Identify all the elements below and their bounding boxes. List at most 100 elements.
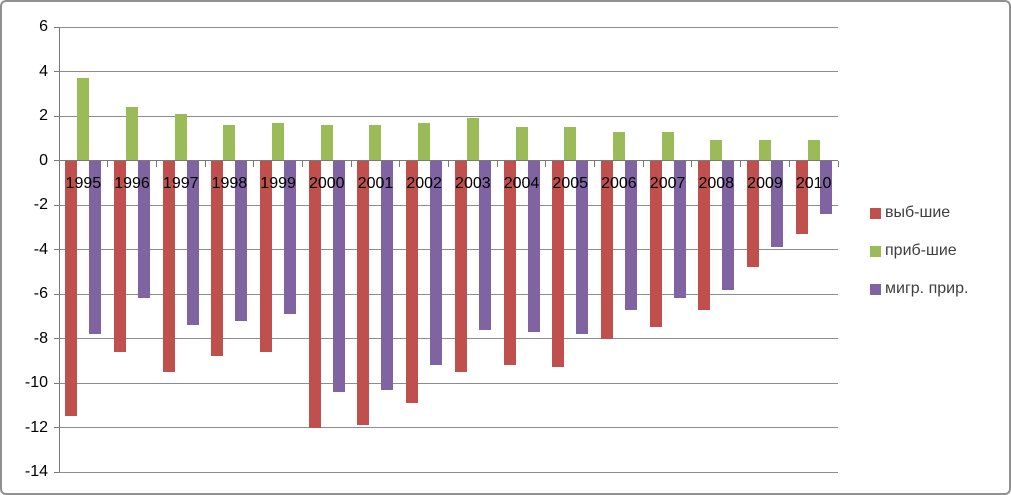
bar-vyb-shie-2004 xyxy=(503,160,516,366)
x-tick-label-2004: 2004 xyxy=(503,175,540,192)
gridline-y-8 xyxy=(59,338,838,339)
bar-prib-shie-1999 xyxy=(272,122,285,161)
bar-migr-prir-1995 xyxy=(89,160,102,335)
x-tick-mark xyxy=(155,160,157,167)
x-tick-mark xyxy=(545,160,547,167)
x-tick-label-1998: 1998 xyxy=(211,175,248,192)
bar-vyb-shie-1996 xyxy=(114,160,127,352)
x-tick-mark xyxy=(399,160,401,167)
x-tick-mark xyxy=(740,160,742,167)
bar-vyb-shie-2010 xyxy=(795,160,808,234)
x-tick-label-1995: 1995 xyxy=(65,175,102,192)
y-tick-mark xyxy=(54,204,59,206)
bar-vyb-shie-2005 xyxy=(552,160,565,368)
bar-migr-prir-2001 xyxy=(381,160,394,390)
y-tick-label: 4 xyxy=(39,62,48,80)
bar-vyb-shie-2006 xyxy=(600,160,613,339)
x-tick-mark xyxy=(837,160,839,167)
bar-vyb-shie-2002 xyxy=(406,160,419,404)
x-tick-label-2001: 2001 xyxy=(357,175,394,192)
bar-migr-prir-2005 xyxy=(576,160,589,335)
gridline-y-12 xyxy=(59,427,838,428)
y-tick-label: 6 xyxy=(39,18,48,35)
bar-prib-shie-2008 xyxy=(710,140,723,161)
x-tick-label-2002: 2002 xyxy=(406,175,442,192)
y-tick-label: -6 xyxy=(33,285,48,302)
bar-vyb-shie-2007 xyxy=(649,160,662,328)
x-tick-mark xyxy=(496,160,498,167)
bar-prib-shie-2001 xyxy=(369,124,382,161)
y-tick-mark xyxy=(54,338,59,339)
bar-prib-shie-2010 xyxy=(807,140,820,161)
x-tick-mark xyxy=(594,160,596,167)
gridline-y6 xyxy=(59,26,838,28)
bar-vyb-shie-1999 xyxy=(260,160,273,352)
bar-prib-shie-2003 xyxy=(466,118,479,161)
bar-prib-shie-2005 xyxy=(564,127,577,161)
x-tick-mark xyxy=(204,160,206,167)
bar-migr-prir-1999 xyxy=(284,160,297,315)
bar-vyb-shie-2001 xyxy=(357,160,370,426)
x-tick-mark xyxy=(448,160,449,167)
bar-migr-prir-2004 xyxy=(527,160,540,332)
bar-migr-prir-2007 xyxy=(673,160,686,299)
bar-prib-shie-2009 xyxy=(758,140,771,161)
bar-vyb-shie-2000 xyxy=(308,160,321,428)
bar-prib-shie-1998 xyxy=(223,124,236,161)
bar-migr-prir-1998 xyxy=(235,160,248,321)
x-tick-mark xyxy=(107,160,109,167)
bar-prib-shie-2002 xyxy=(418,122,431,161)
y-tick-mark xyxy=(54,471,59,473)
y-tick-mark xyxy=(54,71,59,72)
bar-vyb-shie-2009 xyxy=(746,160,759,268)
gridline-y2 xyxy=(59,115,838,117)
y-tick-mark xyxy=(54,26,59,28)
y-tick-label: 0 xyxy=(39,151,48,169)
bar-vyb-shie-2003 xyxy=(454,160,467,372)
y-tick-label: -10 xyxy=(24,374,48,391)
bar-migr-prir-1996 xyxy=(138,160,151,299)
gridline-y-10 xyxy=(59,382,838,384)
x-tick-label-2009: 2009 xyxy=(747,175,783,192)
x-axis-line xyxy=(59,160,838,161)
y-tick-label: -2 xyxy=(33,196,48,213)
bar-migr-prir-2000 xyxy=(332,160,345,392)
y-tick-label: 2 xyxy=(39,107,48,124)
x-tick-label-2006: 2006 xyxy=(601,175,637,192)
x-tick-mark xyxy=(642,160,644,167)
y-tick-label: -4 xyxy=(33,240,48,258)
bar-migr-prir-2010 xyxy=(819,160,832,214)
x-tick-label-1999: 1999 xyxy=(260,175,296,192)
x-tick-mark xyxy=(691,160,693,167)
x-tick-label-2003: 2003 xyxy=(455,175,491,192)
bar-migr-prir-2006 xyxy=(624,160,637,310)
bar-prib-shie-1997 xyxy=(174,113,187,161)
x-tick-label-2000: 2000 xyxy=(308,175,345,192)
gridline-y-4 xyxy=(59,249,838,250)
x-tick-label-2005: 2005 xyxy=(552,175,589,192)
x-tick-label-1997: 1997 xyxy=(162,175,199,192)
bar-migr-prir-2008 xyxy=(722,160,735,290)
x-tick-label-2008: 2008 xyxy=(698,175,735,192)
y-tick-mark xyxy=(54,115,59,117)
bar-migr-prir-2003 xyxy=(478,160,491,330)
y-tick-mark xyxy=(54,293,59,295)
y-tick-mark xyxy=(54,382,59,384)
bar-migr-prir-2002 xyxy=(430,160,443,366)
bar-vyb-shie-1997 xyxy=(162,160,175,372)
x-tick-label-1996: 1996 xyxy=(114,175,150,192)
y-tick-mark xyxy=(54,249,59,250)
x-tick-label-2010: 2010 xyxy=(795,175,832,192)
bar-prib-shie-1995 xyxy=(77,78,90,161)
gridline-y-2 xyxy=(59,204,838,206)
y-tick-mark xyxy=(54,427,59,428)
y-tick-label: -12 xyxy=(24,418,48,436)
bar-prib-shie-2004 xyxy=(515,127,528,161)
bar-prib-shie-1996 xyxy=(126,107,139,161)
y-tick-label: -14 xyxy=(24,463,48,480)
y-axis-line xyxy=(58,27,60,472)
y-tick-label: -8 xyxy=(33,329,48,347)
bar-prib-shie-2007 xyxy=(661,131,674,161)
gridline-y-14 xyxy=(59,471,838,473)
